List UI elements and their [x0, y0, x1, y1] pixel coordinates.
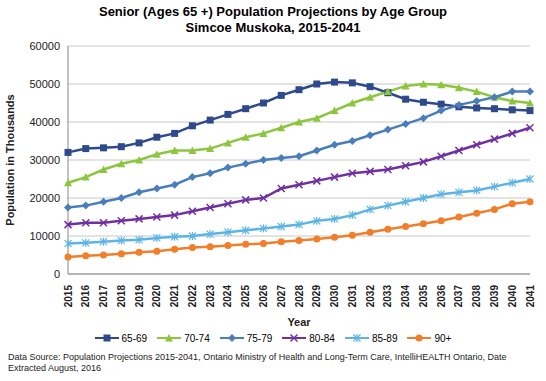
- html-text:75-79: 75-79: [246, 332, 273, 344]
- svg-text:2026: 2026: [258, 285, 269, 308]
- svg-text:60000: 60000: [29, 40, 60, 52]
- svg-text:30000: 30000: [29, 154, 60, 166]
- svg-text:2022: 2022: [187, 285, 198, 308]
- svg-text:2021: 2021: [169, 285, 180, 308]
- svg-text:2019: 2019: [134, 285, 145, 308]
- svg-text:50000: 50000: [29, 78, 60, 90]
- html-text:Simcoe Muskoka, 2015-2041: Simcoe Muskoka, 2015-2041: [185, 20, 361, 35]
- svg-text:2016: 2016: [80, 285, 91, 308]
- svg-text:Year: Year: [287, 316, 311, 328]
- svg-text:2036: 2036: [436, 285, 447, 308]
- svg-text:2015: 2015: [63, 285, 74, 308]
- svg-text:2040: 2040: [507, 285, 518, 308]
- svg-text:Population in Thousands: Population in Thousands: [8, 94, 16, 225]
- svg-text:2030: 2030: [329, 285, 340, 308]
- svg-text:2028: 2028: [294, 285, 305, 308]
- svg-text:40000: 40000: [29, 116, 60, 128]
- html-text:90+: 90+: [434, 332, 452, 344]
- html-text:70-74: 70-74: [184, 332, 210, 344]
- svg-text:2029: 2029: [311, 285, 322, 308]
- svg-text:20000: 20000: [29, 192, 60, 204]
- svg-text:2037: 2037: [453, 285, 464, 308]
- svg-text:2031: 2031: [347, 285, 358, 308]
- html-text:65-69: 65-69: [121, 332, 148, 344]
- svg-text:2038: 2038: [471, 285, 482, 308]
- svg-text:2017: 2017: [98, 285, 109, 308]
- svg-text:0: 0: [54, 268, 60, 280]
- svg-text:10000: 10000: [29, 230, 60, 242]
- svg-text:2023: 2023: [205, 285, 216, 308]
- svg-text:2024: 2024: [222, 285, 233, 308]
- svg-text:2032: 2032: [365, 285, 376, 308]
- svg-text:2018: 2018: [116, 285, 127, 308]
- html-text:Senior (Ages 65 +) Population: Senior (Ages 65 +) Population Projection…: [99, 4, 447, 19]
- svg-text:2033: 2033: [382, 285, 393, 308]
- html-text:85-89: 85-89: [371, 332, 398, 344]
- html-text:Data Source: Population Projec: Data Source: Population Projections 2015…: [8, 352, 507, 373]
- svg-text:2025: 2025: [240, 285, 251, 308]
- svg-text:2027: 2027: [276, 285, 287, 308]
- svg-text:2034: 2034: [400, 285, 411, 308]
- svg-text:2020: 2020: [151, 285, 162, 308]
- svg-text:2039: 2039: [489, 285, 500, 308]
- html-text:80-84: 80-84: [309, 332, 335, 344]
- svg-text:2035: 2035: [418, 285, 429, 308]
- svg-text:2041: 2041: [525, 285, 536, 308]
